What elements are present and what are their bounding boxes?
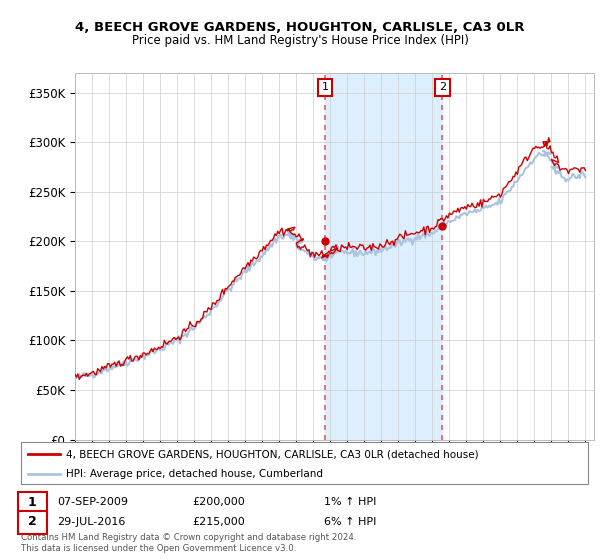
Text: 4, BEECH GROVE GARDENS, HOUGHTON, CARLISLE, CA3 0LR: 4, BEECH GROVE GARDENS, HOUGHTON, CARLIS… (75, 21, 525, 34)
Text: 2: 2 (28, 515, 37, 529)
Text: 29-JUL-2016: 29-JUL-2016 (57, 517, 125, 527)
Text: 07-SEP-2009: 07-SEP-2009 (57, 497, 128, 507)
Text: 1: 1 (322, 82, 328, 92)
Text: 1% ↑ HPI: 1% ↑ HPI (324, 497, 376, 507)
Bar (325, 73, 442, 440)
Text: £200,000: £200,000 (192, 497, 245, 507)
Text: 6% ↑ HPI: 6% ↑ HPI (324, 517, 376, 527)
Text: HPI: Average price, detached house, Cumberland: HPI: Average price, detached house, Cumb… (66, 469, 323, 479)
Text: 1: 1 (28, 496, 37, 509)
Text: 4, BEECH GROVE GARDENS, HOUGHTON, CARLISLE, CA3 0LR (detached house): 4, BEECH GROVE GARDENS, HOUGHTON, CARLIS… (66, 449, 479, 459)
Text: Contains HM Land Registry data © Crown copyright and database right 2024.
This d: Contains HM Land Registry data © Crown c… (21, 533, 356, 553)
Text: £215,000: £215,000 (192, 517, 245, 527)
Text: Price paid vs. HM Land Registry's House Price Index (HPI): Price paid vs. HM Land Registry's House … (131, 34, 469, 46)
Text: 2: 2 (439, 82, 446, 92)
